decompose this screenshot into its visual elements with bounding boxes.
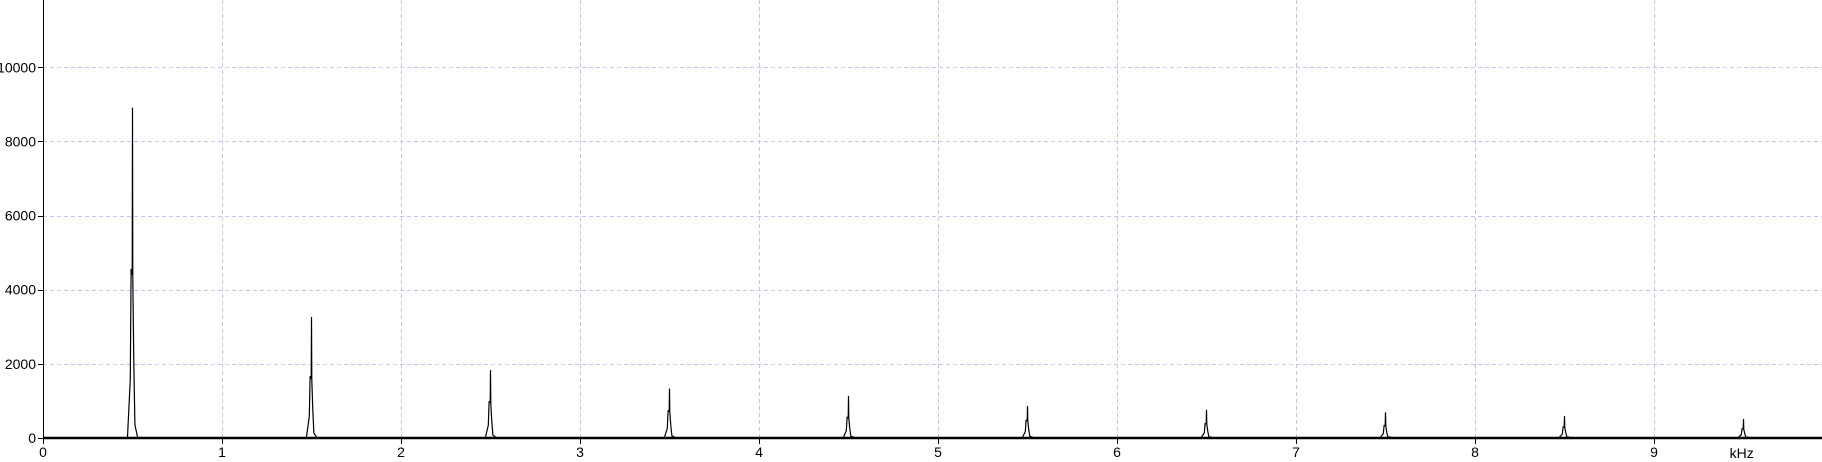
y-tick-labels: 0 2000 4000 6000 8000 10000 (0, 59, 36, 446)
x-tick-label: 2 (397, 444, 405, 460)
x-tick-label: 7 (1292, 444, 1300, 460)
spectral-peak (1201, 409, 1212, 438)
spectral-peak (842, 395, 854, 438)
spectral-peak (126, 107, 139, 438)
y-tick-label: 4000 (5, 282, 36, 298)
y-tick-label: 0 (28, 430, 36, 446)
spectral-peak (484, 369, 496, 438)
axes (38, 0, 1822, 444)
spectral-peak (1738, 418, 1749, 438)
x-tick-label: 9 (1650, 444, 1658, 460)
x-tick-label: 6 (1113, 444, 1121, 460)
spectral-peak (1559, 415, 1570, 438)
spectral-peak (305, 316, 318, 438)
y-tick-label: 10000 (0, 59, 36, 75)
x-tick-labels: 0 1 2 3 4 5 6 7 8 9 (39, 444, 1658, 460)
spectral-peak (663, 388, 675, 438)
x-tick-label: 8 (1471, 444, 1479, 460)
spectral-peak (1021, 405, 1033, 438)
spectral-peak (1380, 412, 1391, 438)
spectrum-series (126, 107, 1749, 438)
x-tick-label: 1 (218, 444, 226, 460)
grid (43, 0, 1822, 438)
x-tick-label: 5 (934, 444, 942, 460)
x-tick-label: 3 (576, 444, 584, 460)
y-tick-label: 6000 (5, 208, 36, 224)
x-tick-label: 0 (39, 444, 47, 460)
y-tick-label: 8000 (5, 133, 36, 149)
x-axis-unit-label: kHz (1730, 445, 1754, 461)
y-tick-label: 2000 (5, 356, 36, 372)
x-tick-label: 4 (755, 444, 763, 460)
